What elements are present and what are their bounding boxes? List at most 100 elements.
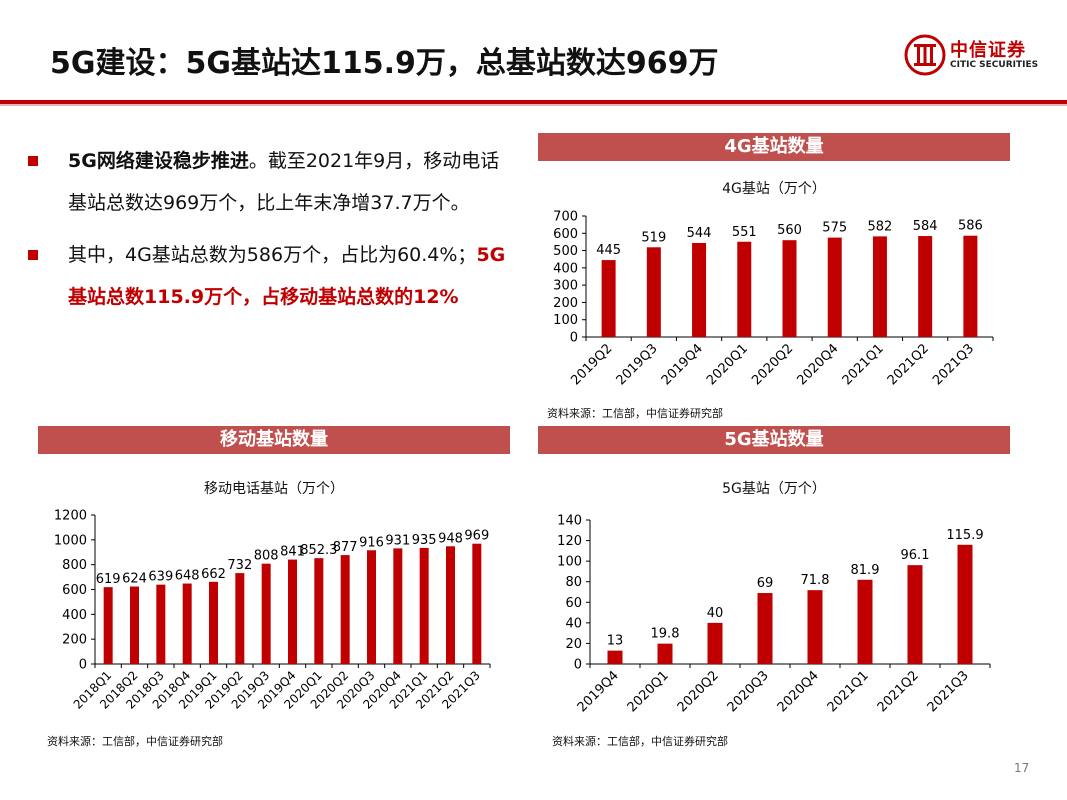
- y-tick-label: 500: [553, 244, 578, 259]
- chart-title-4g: 4G基站（万个）: [722, 181, 826, 197]
- x-category-label: 2020Q3: [725, 668, 772, 715]
- bullet-square-icon: [28, 156, 38, 166]
- bar-chart-5g: 0 20 40 60 80 100 120 140 13 2019Q4 19.8 2020Q1 40 20…: [557, 514, 991, 715]
- y-tick-label: 140: [557, 514, 582, 529]
- bar: [827, 237, 842, 337]
- bar-value-label: 916: [359, 535, 384, 550]
- x-category-label: 2021Q3: [925, 668, 972, 715]
- bar: [872, 236, 887, 337]
- bar: [918, 236, 933, 337]
- chart-banner-4g: 4G基站数量: [538, 133, 1010, 161]
- bullet-item: 5G网络建设稳步推进。截至2021年9月，移动电话基站总数达969万个，比上年末…: [28, 140, 508, 224]
- bar: [807, 590, 823, 664]
- bullet-item: 其中，4G基站总数为586万个，占比为60.4%；5G基站总数115.9万个，占…: [28, 234, 508, 318]
- bar: [130, 586, 139, 664]
- y-tick-label: 100: [557, 555, 582, 570]
- y-tick-label: 0: [570, 331, 578, 346]
- x-category-label: 2019Q3: [614, 341, 661, 388]
- bar-value-label: 808: [254, 549, 279, 564]
- x-category-label: 2020Q4: [794, 341, 841, 388]
- y-tick-label: 20: [565, 637, 582, 652]
- bar: [393, 548, 403, 664]
- bar-value-label: 935: [412, 533, 437, 548]
- bar: [707, 622, 723, 664]
- bar-value-label: 732: [227, 558, 252, 573]
- logo-name-en: CITIC SECURITIES: [950, 60, 1039, 70]
- bar-value-label: 584: [913, 219, 938, 234]
- logo-name-cn: 中信证券: [950, 40, 1026, 61]
- y-tick-label: 40: [565, 616, 582, 631]
- y-tick-label: 300: [553, 279, 578, 294]
- x-category-label: 2020Q2: [675, 668, 722, 715]
- y-tick-label: 1200: [54, 509, 87, 524]
- x-category-label: 2020Q1: [625, 668, 672, 715]
- x-category-label: 2021Q1: [825, 668, 872, 715]
- y-tick-label: 600: [62, 583, 87, 598]
- bar-value-label: 841: [280, 545, 305, 560]
- bar: [857, 579, 873, 664]
- x-category-label: 2020Q4: [775, 668, 822, 715]
- page-number: 17: [1014, 761, 1030, 775]
- bar: [957, 544, 973, 664]
- bar: [472, 543, 482, 664]
- bar: [261, 563, 271, 664]
- x-category-label: 2021Q2: [885, 341, 932, 388]
- bullet-text: 。截至2021年9月，移动电话基站总数达969万个，比上年末净增37.7万个。: [68, 150, 500, 214]
- x-category-label: 2019Q2: [568, 341, 615, 388]
- bar-value-label: 948: [438, 531, 463, 546]
- source-note-4g: 资料来源：工信部，中信证券研究部: [547, 407, 723, 420]
- bar: [601, 260, 616, 337]
- y-tick-label: 600: [553, 227, 578, 242]
- y-tick-label: 0: [79, 658, 87, 673]
- bar: [646, 247, 661, 337]
- bar-value-label: 624: [122, 572, 147, 587]
- x-category-label: 2020Q2: [749, 341, 796, 388]
- bar-value-label: 96.1: [901, 548, 930, 563]
- y-tick-label: 0: [574, 658, 582, 673]
- bar-value-label: 544: [687, 226, 712, 241]
- x-category-label: 2021Q3: [930, 341, 977, 388]
- bar-value-label: 115.9: [946, 528, 983, 543]
- bar: [314, 558, 324, 664]
- bar-value-label: 81.9: [851, 563, 880, 578]
- bar: [963, 235, 978, 337]
- chart-title-5g: 5G基站（万个）: [722, 481, 826, 497]
- bullet-square-icon: [28, 250, 38, 260]
- chart-banner-5g: 5G基站数量: [538, 426, 1010, 454]
- bar-value-label: 582: [868, 219, 893, 234]
- bar-value-label: 19.8: [651, 627, 680, 642]
- bar: [607, 650, 623, 664]
- bar-chart-4g: 0 100 200 300 400 500 600 700 445 2019Q2 519 2019Q3…: [553, 210, 994, 388]
- x-category-label: 2020Q1: [704, 341, 751, 388]
- bar-value-label: 931: [385, 533, 410, 548]
- bar-value-label: 575: [822, 221, 847, 236]
- x-category-label: 2021Q2: [875, 668, 922, 715]
- bar: [367, 550, 376, 664]
- y-tick-label: 200: [62, 633, 87, 648]
- bar-value-label: 648: [175, 569, 200, 584]
- bar: [757, 593, 773, 664]
- y-tick-label: 100: [553, 313, 578, 328]
- bar: [657, 643, 673, 664]
- header-divider-shadow: [0, 104, 1067, 106]
- bar: [209, 581, 218, 664]
- source-note-5g: 资料来源：工信部，中信证券研究部: [552, 735, 728, 748]
- bar-value-label: 662: [201, 567, 226, 582]
- citic-logo-icon: [904, 34, 946, 76]
- bar: [182, 583, 192, 664]
- bar-value-label: 852.3: [300, 543, 337, 558]
- bullet-list: 5G网络建设稳步推进。截至2021年9月，移动电话基站总数达969万个，比上年末…: [28, 140, 508, 328]
- header-divider: [0, 100, 1067, 104]
- source-note-mobile: 资料来源：工信部，中信证券研究部: [47, 735, 223, 748]
- y-tick-label: 400: [62, 608, 87, 623]
- bar-value-label: 69: [757, 576, 774, 591]
- page-header: 5G建设：5G基站达115.9万，总基站数达969万 中信证券 CITIC SE…: [0, 0, 1067, 102]
- bar-value-label: 877: [333, 540, 358, 555]
- bar: [156, 584, 166, 664]
- citic-logo: 中信证券 CITIC SECURITIES: [904, 34, 1054, 78]
- bar-value-label: 969: [464, 529, 489, 544]
- bar-value-label: 445: [596, 243, 621, 258]
- bar-value-label: 519: [641, 230, 666, 245]
- bar: [446, 546, 455, 664]
- bar-value-label: 551: [732, 225, 757, 240]
